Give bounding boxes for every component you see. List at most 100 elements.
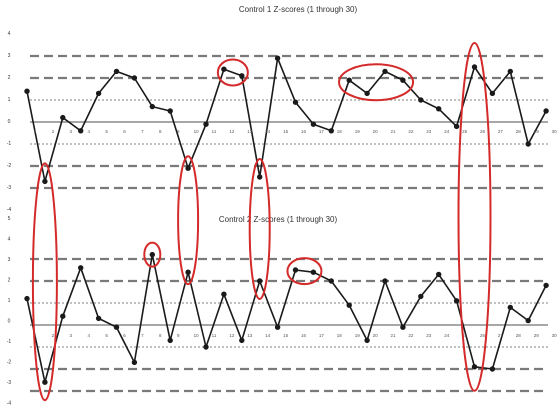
x-tick-label: 7 — [141, 129, 144, 134]
x-tick-label: 21 — [390, 333, 396, 338]
x-tick-label: 4 — [87, 333, 90, 338]
data-point — [203, 344, 209, 350]
highlight-ellipse — [216, 58, 249, 87]
x-tick-label: 22 — [408, 333, 414, 338]
y-tick-label: 2 — [8, 75, 11, 81]
data-point — [239, 337, 245, 344]
x-tick-label: 30 — [552, 129, 557, 134]
x-tick-label: 28 — [516, 333, 522, 338]
data-point — [364, 90, 370, 97]
data-point — [24, 295, 30, 302]
data-point — [436, 271, 442, 278]
data-point — [471, 364, 478, 370]
data-point — [489, 90, 496, 97]
x-tick-label: 5 — [105, 129, 108, 134]
data-point — [400, 324, 406, 330]
data-point — [113, 324, 120, 330]
x-tick-label: 12 — [229, 129, 235, 134]
y-tick-label: 1 — [8, 97, 11, 103]
x-tick-label: 16 — [301, 333, 307, 338]
x-tick-label: 12 — [229, 333, 235, 338]
x-tick-label: 9 — [177, 333, 180, 338]
x-tick-label: 26 — [480, 129, 486, 134]
x-tick-label: 9 — [177, 129, 180, 134]
y-tick-label: -3 — [7, 185, 12, 191]
x-tick-label: 1 — [34, 333, 37, 338]
y-tick-label: 2 — [8, 278, 11, 284]
x-tick-label: 29 — [534, 333, 540, 338]
data-point — [149, 103, 155, 110]
data-point — [131, 75, 138, 81]
x-tick-label: 20 — [373, 129, 379, 134]
x-tick-label: 23 — [426, 129, 432, 134]
y-tick-label: -2 — [7, 163, 12, 169]
data-point — [507, 68, 513, 75]
x-tick-label: 14 — [265, 129, 271, 134]
x-tick-label: 8 — [159, 129, 162, 134]
data-point — [310, 121, 317, 127]
data-point — [471, 64, 478, 70]
y-tick-label: -1 — [7, 339, 12, 345]
data-point — [328, 278, 334, 284]
y-tick-label: 3 — [8, 53, 11, 59]
data-point — [167, 108, 173, 114]
highlight-ellipse — [286, 257, 323, 286]
x-tick-label: 25 — [462, 333, 468, 338]
x-tick-label: 15 — [283, 129, 289, 134]
y-tick-label: 5 — [8, 216, 11, 222]
y-tick-label: 1 — [8, 298, 11, 304]
highlight-ellipse — [143, 241, 162, 268]
x-tick-label: 14 — [265, 333, 271, 338]
y-tick-label: -4 — [7, 207, 12, 213]
data-point — [436, 106, 442, 112]
data-point — [507, 304, 513, 311]
x-tick-label: 18 — [337, 333, 343, 338]
x-tick-label: 1 — [34, 129, 37, 134]
data-point — [400, 77, 406, 83]
x-tick-label: 25 — [462, 129, 468, 134]
x-tick-label: 27 — [498, 333, 504, 338]
x-tick-label: 19 — [355, 333, 361, 338]
x-tick-label: 29 — [534, 129, 540, 134]
data-point — [113, 68, 120, 75]
x-tick-label: 24 — [444, 129, 450, 134]
data-point — [346, 77, 352, 83]
highlight-ellipse — [338, 63, 415, 102]
x-tick-label: 23 — [426, 333, 432, 338]
x-tick-label: 15 — [283, 333, 289, 338]
x-tick-label: 21 — [390, 129, 396, 134]
data-point — [328, 128, 334, 134]
x-tick-label: 27 — [498, 129, 504, 134]
data-point — [239, 73, 245, 79]
x-tick-label: 13 — [247, 333, 253, 338]
data-point — [382, 68, 388, 75]
data-point — [95, 90, 102, 97]
x-tick-label: 10 — [194, 333, 200, 338]
data-point — [24, 88, 30, 94]
data-point — [203, 121, 209, 127]
chart-1-title: Control 1 Z-scores (1 through 30) — [239, 5, 358, 14]
data-point — [543, 108, 549, 114]
highlight-ellipse — [31, 162, 58, 402]
series-line — [26, 57, 547, 183]
x-tick-label: 2 — [52, 129, 55, 134]
data-point — [346, 302, 352, 308]
data-point — [382, 278, 388, 284]
data-point — [418, 97, 424, 103]
data-point — [543, 282, 549, 289]
x-tick-label: 28 — [516, 129, 522, 134]
data-point — [221, 291, 227, 297]
x-tick-label: 6 — [123, 333, 126, 338]
data-point — [60, 114, 66, 121]
series-line — [26, 253, 547, 384]
data-point — [131, 359, 138, 366]
data-point — [167, 337, 173, 344]
data-point — [257, 174, 263, 180]
y-tick-label: -2 — [7, 360, 12, 366]
x-tick-label: 24 — [444, 333, 450, 338]
x-tick-label: 6 — [123, 129, 126, 134]
x-tick-label: 2 — [52, 333, 55, 338]
data-point — [453, 298, 460, 304]
x-tick-label: 26 — [480, 333, 486, 338]
chart-2-title: Control 2 Z-scores (1 through 30) — [219, 215, 338, 224]
